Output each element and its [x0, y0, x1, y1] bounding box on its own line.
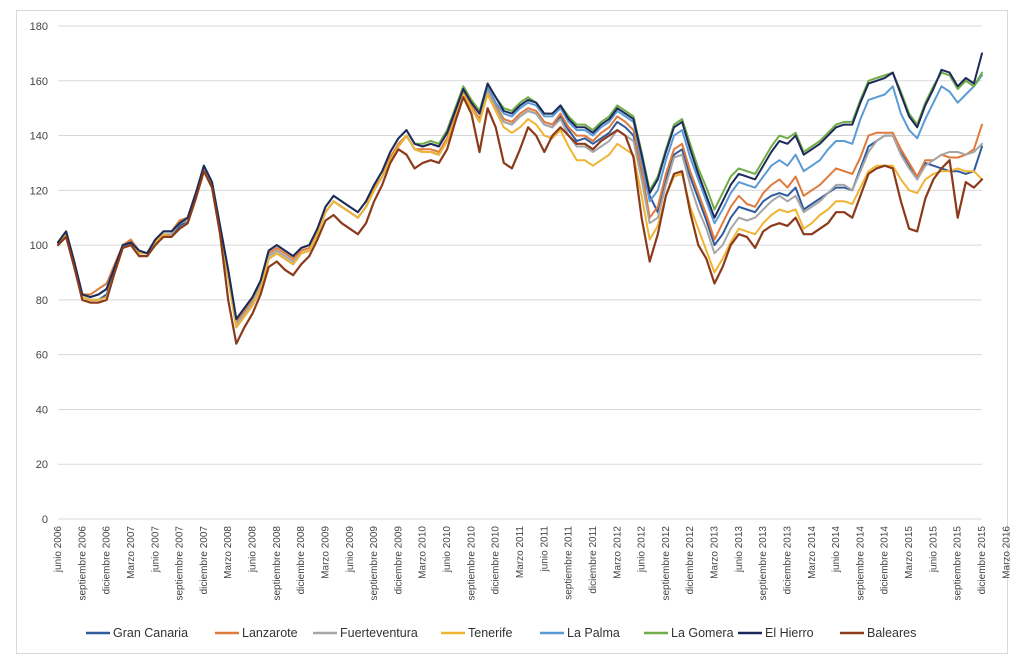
x-tick-label: Marzo 2014 — [807, 526, 818, 579]
x-tick-label: septiembre 2012 — [661, 526, 672, 601]
x-tick-label: junio 2006 — [53, 526, 64, 574]
x-tick-label: junio 2014 — [831, 526, 842, 574]
legend-label: La Palma — [567, 626, 620, 640]
x-tick-label: septiembre 2010 — [466, 526, 477, 601]
x-tick-label: septiembre 2011 — [564, 526, 575, 600]
y-tick-label: 0 — [42, 514, 48, 526]
y-tick-label: 180 — [30, 21, 48, 33]
x-tick-label: septiembre 2009 — [369, 526, 380, 601]
x-tick-label: junio 2009 — [345, 526, 356, 574]
x-tick-label: diciembre 2007 — [199, 526, 210, 595]
y-tick-label: 100 — [30, 240, 48, 252]
x-tick-label: Marzo 2009 — [320, 526, 331, 579]
legend-label: Gran Canaria — [113, 626, 188, 640]
series-line-el-hierro — [57, 52, 983, 321]
y-tick-label: 140 — [30, 131, 48, 143]
x-tick-label: septiembre 2008 — [272, 526, 283, 601]
legend: Gran Canaria Lanzarote Fuerteventura Teneri… — [86, 626, 916, 640]
legend-label: Baleares — [867, 626, 916, 640]
gridlines — [58, 25, 982, 520]
x-tick-label: Marzo 2007 — [126, 526, 137, 579]
series-line-baleares — [56, 96, 984, 345]
x-tick-label: junio 2012 — [637, 526, 648, 574]
x-tick-label: diciembre 2011 — [588, 526, 599, 594]
series-line-tenerife — [57, 93, 983, 329]
x-tick-label: septiembre 2013 — [758, 526, 769, 601]
y-axis-tick-labels: 0 20 40 60 80 100 120 140 160 180 — [30, 21, 48, 526]
x-tick-label: diciembre 2008 — [296, 526, 307, 595]
x-tick-label: diciembre 2006 — [102, 526, 113, 595]
x-tick-label: diciembre 2010 — [491, 526, 502, 595]
x-tick-label: Marzo 2013 — [710, 526, 721, 579]
legend-label: Tenerife — [468, 626, 513, 640]
x-tick-label: junio 2013 — [734, 526, 745, 574]
y-tick-label: 20 — [36, 459, 48, 471]
x-tick-label: septiembre 2014 — [855, 526, 866, 601]
y-tick-label: 60 — [36, 350, 48, 362]
legend-label: La Gomera — [671, 626, 734, 640]
legend-label: El Hierro — [765, 626, 814, 640]
x-axis-tick-labels: junio 2006 septiembre 2006 diciembre 2006 M… — [53, 526, 1012, 601]
x-tick-label: junio 2007 — [150, 526, 161, 574]
series-lines — [56, 52, 984, 345]
y-tick-label: 120 — [30, 185, 48, 197]
x-tick-label: diciembre 2013 — [782, 526, 793, 595]
x-tick-label: diciembre 2014 — [880, 526, 891, 595]
x-tick-label: Marzo 2016 — [1001, 526, 1012, 579]
x-tick-label: Marzo 2010 — [418, 526, 429, 579]
x-tick-label: junio 2010 — [442, 526, 453, 574]
x-tick-label: diciembre 2009 — [393, 526, 404, 595]
x-tick-label: septiembre 2007 — [175, 526, 186, 601]
x-tick-label: diciembre 2012 — [685, 526, 696, 595]
x-tick-label: diciembre 2015 — [977, 526, 988, 595]
x-tick-label: Marzo 2015 — [904, 526, 915, 579]
x-tick-label: junio 2011 — [539, 526, 550, 573]
x-tick-label: Marzo 2011 — [515, 526, 526, 579]
x-tick-label: junio 2008 — [248, 526, 259, 574]
legend-label: Lanzarote — [242, 626, 298, 640]
y-tick-label: 80 — [36, 295, 48, 307]
x-tick-label: Marzo 2012 — [612, 526, 623, 579]
y-tick-label: 40 — [36, 404, 48, 416]
y-tick-label: 160 — [30, 76, 48, 88]
x-tick-label: septiembre 2006 — [77, 526, 88, 601]
x-tick-label: junio 2015 — [928, 526, 939, 574]
legend-label: Fuerteventura — [340, 626, 418, 640]
x-tick-label: Marzo 2008 — [223, 526, 234, 579]
x-tick-label: septiembre 2015 — [953, 526, 964, 601]
